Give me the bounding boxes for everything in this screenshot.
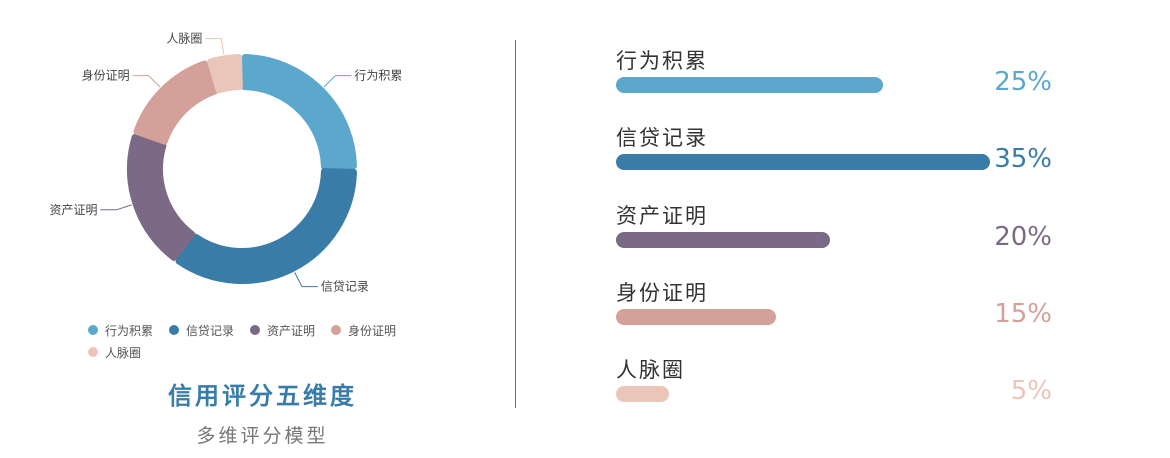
bar-fill <box>616 154 990 170</box>
bar-category-label: 信贷记录 <box>616 126 708 150</box>
slice-label: 人脉圈 <box>166 31 202 46</box>
legend-item[interactable]: 人脉圈 <box>88 343 141 361</box>
legend-item[interactable]: 信贷记录 <box>169 321 234 339</box>
bar-row: 人脉圈 5% <box>616 354 1056 414</box>
slice-label: 信贷记录 <box>321 280 369 294</box>
legend-swatch <box>331 325 342 335</box>
legend-label: 身份证明 <box>348 323 397 338</box>
legend-label: 行为积累 <box>105 323 154 338</box>
legend-swatch <box>169 325 180 335</box>
bar-percent-label: 15% <box>994 299 1052 329</box>
bar-row: 信贷记录 35% <box>616 122 1056 182</box>
bar-category-label: 人脉圈 <box>616 358 685 382</box>
leader-line <box>100 204 132 211</box>
bar-percent-label: 20% <box>994 222 1052 252</box>
legend-item[interactable]: 资产证明 <box>250 321 315 339</box>
chart-title: 信用评分五维度 <box>168 382 357 410</box>
leader-line <box>205 38 225 55</box>
legend-label: 人脉圈 <box>105 345 142 360</box>
leader-line <box>323 75 352 88</box>
legend-swatch <box>88 347 98 357</box>
bar-category-label: 身份证明 <box>616 281 708 305</box>
donut-slice <box>175 168 357 284</box>
legend-swatch <box>88 325 98 335</box>
bar-row: 资产证明 20% <box>616 200 1056 260</box>
bar-fill <box>616 232 830 248</box>
bar-row: 行为积累 25% <box>616 45 1056 105</box>
legend-item[interactable]: 行为积累 <box>88 321 153 339</box>
bar-category-label: 行为积累 <box>616 49 708 73</box>
donut-slice <box>127 134 196 261</box>
leader-line <box>132 75 161 88</box>
donut-slice <box>207 54 243 94</box>
bar-category-label: 资产证明 <box>616 204 708 228</box>
legend-swatch <box>250 325 261 335</box>
bar-percent-label: 5% <box>1010 376 1052 406</box>
bar-track <box>616 77 990 93</box>
bar-track <box>616 154 990 170</box>
bar-track <box>616 232 990 248</box>
bar-track <box>616 309 990 325</box>
bar-percent-label: 25% <box>994 67 1052 97</box>
donut-slice <box>133 60 218 145</box>
leader-line <box>294 272 318 288</box>
legend-item[interactable]: 身份证明 <box>331 321 396 339</box>
bar-fill <box>616 386 670 402</box>
slice-label: 行为积累 <box>354 69 402 83</box>
legend-label: 信贷记录 <box>186 323 235 338</box>
chart-subtitle: 多维评分模型 <box>196 425 329 447</box>
slice-label: 身份证明 <box>82 68 130 83</box>
legend-label: 资产证明 <box>267 323 316 338</box>
bar-track <box>616 386 990 402</box>
bar-fill <box>616 77 884 93</box>
bar-percent-label: 35% <box>994 144 1052 174</box>
bar-row: 身份证明 15% <box>616 277 1056 337</box>
vertical-divider <box>515 40 516 408</box>
chart-legend: 行为积累 信贷记录 资产证明 身份证明人脉圈 <box>88 321 448 361</box>
donut-slice <box>241 54 357 170</box>
bar-fill <box>616 309 777 325</box>
slice-label: 资产证明 <box>49 203 97 217</box>
